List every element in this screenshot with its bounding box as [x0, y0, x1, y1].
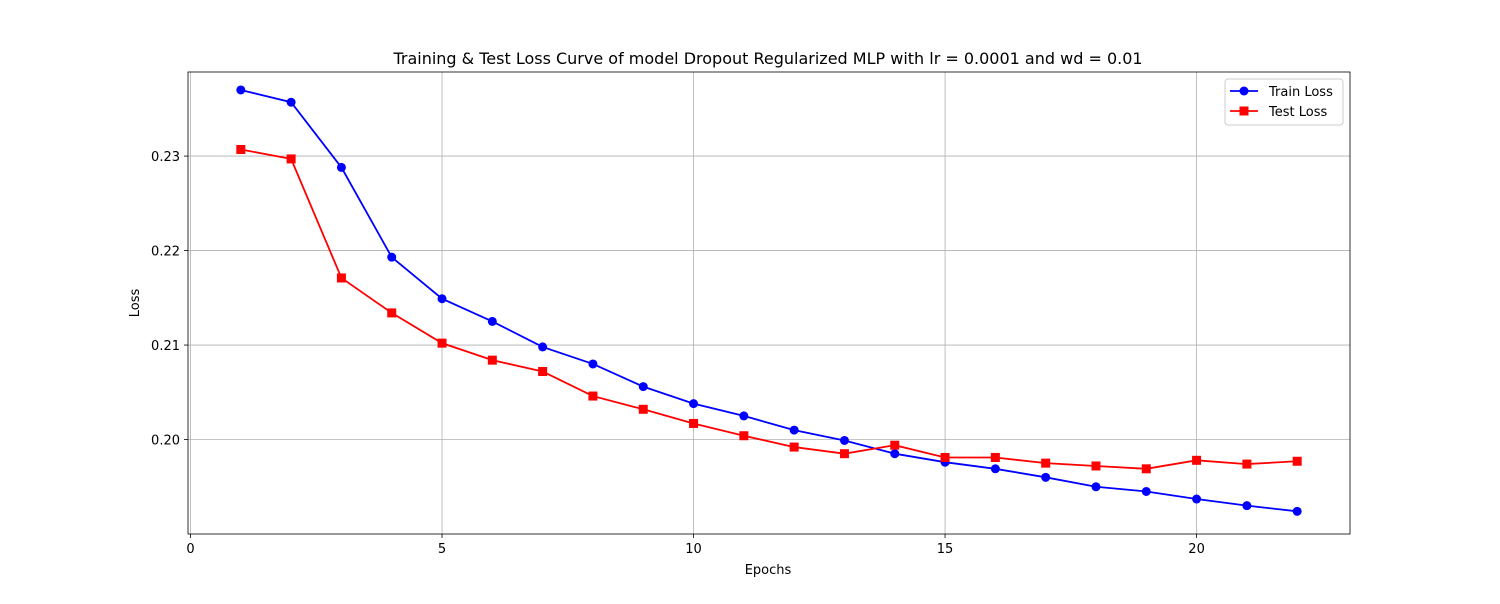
train-loss-point — [990, 464, 1000, 474]
train-loss-point — [236, 85, 246, 95]
test-loss-point — [387, 308, 397, 318]
legend: Train Loss Test Loss — [1224, 78, 1344, 126]
test-loss-point — [286, 154, 296, 164]
train-loss-point — [839, 435, 849, 445]
train-loss-point — [387, 252, 397, 262]
test-loss-line — [240, 148, 1298, 470]
train-loss-point — [286, 97, 296, 107]
y-axis: 0.20 0.21 0.22 0.23 — [151, 150, 188, 449]
train-loss-point — [739, 411, 749, 421]
train-loss-series — [236, 85, 1302, 516]
test-loss-point — [336, 273, 346, 283]
train-loss-point — [689, 399, 699, 409]
x-tick-label: 15 — [937, 542, 954, 557]
train-loss-point — [1292, 506, 1302, 516]
grid-lines — [188, 72, 1350, 534]
train-loss-point — [487, 316, 497, 326]
x-axis: 0 5 10 15 20 — [186, 534, 1205, 557]
train-loss-point — [1141, 486, 1151, 496]
train-loss-point — [638, 382, 648, 392]
x-tick-label: 0 — [186, 542, 194, 557]
test-loss-point — [839, 449, 849, 459]
test-loss-point — [487, 355, 497, 365]
train-loss-line — [240, 89, 1298, 513]
axes-frame — [187, 71, 1351, 535]
train-loss-point — [1192, 494, 1202, 504]
x-tick-label: 10 — [685, 542, 702, 557]
train-loss-point — [1242, 501, 1252, 511]
x-axis-label: Epochs — [745, 563, 792, 578]
train-loss-point — [1091, 482, 1101, 492]
test-loss-point — [1242, 459, 1252, 469]
train-loss-point — [437, 294, 447, 304]
test-loss-legend-label: Test Loss — [1268, 105, 1327, 120]
train-loss-legend-marker — [1239, 86, 1249, 96]
test-loss-point — [890, 440, 900, 450]
x-tick-label: 20 — [1188, 542, 1205, 557]
train-loss-legend-label: Train Loss — [1268, 85, 1333, 100]
train-loss-point — [890, 449, 900, 459]
test-loss-point — [1141, 464, 1151, 474]
test-loss-point — [689, 418, 699, 428]
train-loss-point — [789, 425, 799, 435]
test-loss-point — [1091, 461, 1101, 471]
train-loss-point — [588, 359, 598, 369]
test-loss-point — [1041, 458, 1051, 468]
test-loss-point — [437, 338, 447, 348]
test-loss-point — [940, 452, 950, 462]
train-loss-point — [336, 162, 346, 172]
test-loss-point — [638, 404, 648, 414]
test-loss-point — [1192, 455, 1202, 465]
test-loss-point — [739, 431, 749, 441]
y-tick-label: 0.20 — [151, 434, 180, 449]
test-loss-point — [588, 391, 598, 401]
train-loss-point — [538, 342, 548, 352]
train-loss-point — [1041, 472, 1051, 482]
test-loss-point — [789, 442, 799, 452]
y-tick-label: 0.23 — [151, 150, 180, 165]
y-tick-label: 0.22 — [151, 245, 180, 260]
test-loss-legend-marker — [1239, 106, 1249, 116]
chart-title: Training & Test Loss Curve of model Drop… — [392, 49, 1142, 68]
y-axis-label: Loss — [128, 289, 143, 318]
x-tick-label: 5 — [438, 542, 446, 557]
y-tick-label: 0.21 — [151, 339, 180, 354]
test-loss-point — [990, 452, 1000, 462]
plot-area — [236, 85, 1302, 516]
test-loss-point — [1292, 456, 1302, 466]
test-loss-point — [538, 366, 548, 376]
test-loss-series — [236, 144, 1302, 474]
test-loss-point — [236, 144, 246, 154]
